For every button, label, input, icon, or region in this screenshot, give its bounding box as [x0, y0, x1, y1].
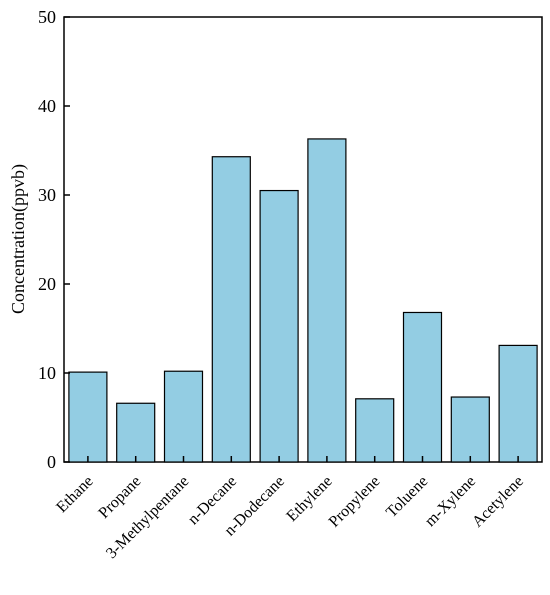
x-tick-label: Acetylene — [469, 473, 527, 531]
y-tick-label: 40 — [38, 96, 56, 116]
y-tick-label: 30 — [38, 185, 56, 205]
x-tick-label: Toluene — [383, 473, 431, 521]
y-axis-ticks: 0 10 20 30 40 50 — [38, 7, 70, 472]
bar-ethylene — [307, 138, 347, 463]
x-tick-label: 3-Methylpentane — [103, 473, 192, 562]
bar-propylene — [355, 398, 395, 463]
y-axis-title: Concentration(ppvb) — [8, 164, 29, 314]
bar-m-xylene — [450, 396, 490, 463]
bar-3-methylpentane — [163, 370, 204, 463]
y-tick-label: 0 — [47, 452, 56, 472]
bar-acetylene — [498, 344, 538, 463]
plot-axes — [63, 16, 543, 463]
x-tick-label: Propane — [95, 473, 144, 522]
x-tick-label: Propylene — [326, 473, 384, 531]
bar-n-dodecane — [259, 189, 299, 463]
y-tick-label: 10 — [38, 363, 56, 383]
bar-n-decane — [211, 156, 251, 463]
plot-frame — [63, 16, 543, 463]
bars-group — [68, 138, 538, 463]
bar-ethane — [68, 371, 108, 463]
x-axis-ticks: EthanePropane3-Methylpentanen-Decanen-Do… — [53, 456, 527, 562]
x-tick-label: Ethane — [53, 473, 96, 516]
bar-toluene — [402, 311, 443, 463]
y-tick-label: 20 — [38, 274, 56, 294]
bar-propane — [116, 402, 156, 463]
y-tick-label: 50 — [38, 7, 56, 27]
